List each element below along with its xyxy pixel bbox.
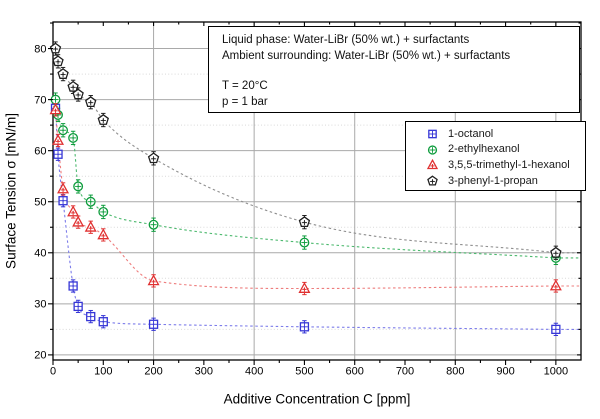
x-tick-label: 800 [446, 366, 464, 378]
x-tick-label: 0 [50, 366, 56, 378]
plot-border [52, 21, 582, 361]
tick-labels: 0 100 200 300 400 500 600 700 800 900 1000 20 30 40 50… [4, 43, 569, 406]
legend-label: 3-phenyl-1-propan [448, 174, 538, 187]
x-tick-label: 100 [94, 366, 112, 378]
x-tick-label: 500 [295, 366, 313, 378]
annotation-line-temperature: T = 20°C [222, 80, 268, 92]
y-tick-label: 40 [34, 248, 46, 260]
series-3-phenyl-1-propan [49, 41, 562, 260]
legend-item-3,5,5-trimethyl-1-hexanol: 3,5,5-trimethyl-1-hexanol [406, 157, 585, 173]
legend-box: 1-octanol 2-ethylhexanol 3,5,5-trimethyl-1… [405, 121, 586, 191]
annotation-line-pressure: p = 1 bar [222, 95, 268, 108]
legend-label: 3,5,5-trimethyl-1-hexanol [448, 158, 570, 171]
y-tick-label: 30 [34, 299, 46, 311]
x-tick-label: 300 [195, 366, 213, 378]
x-tick-label: 1000 [544, 366, 568, 378]
legend-item-2-ethylhexanol: 2-ethylhexanol [406, 142, 585, 158]
legend-label: 2-ethylhexanol [448, 143, 520, 156]
x-tick-label: 600 [346, 366, 364, 378]
annotation-line-liquid-phase: Liquid phase: Water-LiBr (50% wt.) + sur… [222, 34, 470, 46]
x-tick-label: 900 [496, 366, 514, 378]
legend-label: 1-octanol [448, 127, 494, 140]
x-tick-label: 200 [144, 366, 162, 378]
y-tick-label: 70 [34, 94, 46, 106]
legend-marker-circle-icon [427, 145, 438, 155]
legend-marker-triangle-icon [426, 159, 439, 170]
legend-marker-square-icon [428, 129, 437, 139]
trend-line-3-phenyl-1-propan [54, 48, 581, 254]
y-tick-label: 20 [34, 350, 46, 362]
x-tick-label: 700 [396, 366, 414, 378]
annotation-box: Liquid phase: Water-LiBr (50% wt.) + sur… [208, 26, 580, 113]
annotation-gap [222, 64, 571, 79]
y-tick-label: 60 [34, 145, 46, 157]
y-axis-label: Surface Tension σ [mN/m] [4, 113, 19, 269]
legend-marker-pentagon-icon [427, 175, 438, 186]
annotation-line-ambient: Ambient surrounding: Water-LiBr (50% wt.… [222, 49, 511, 62]
series-3,5,5-trimethyl-1-hexanol [49, 103, 562, 296]
x-axis-label: Additive Concentration C [ppm] [224, 392, 411, 407]
x-tick-label: 400 [245, 366, 263, 378]
y-tick-label: 50 [34, 197, 46, 209]
y-tick-label: 80 [34, 43, 46, 55]
legend-item-1-octanol: 1-octanol [406, 126, 585, 142]
legend-item-3-phenyl-1-propan: 3-phenyl-1-propan [406, 173, 585, 189]
